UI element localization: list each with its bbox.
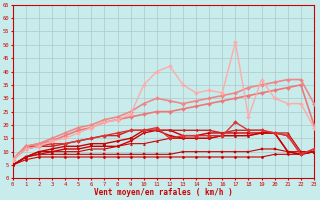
X-axis label: Vent moyen/en rafales ( km/h ): Vent moyen/en rafales ( km/h ) <box>94 188 233 197</box>
